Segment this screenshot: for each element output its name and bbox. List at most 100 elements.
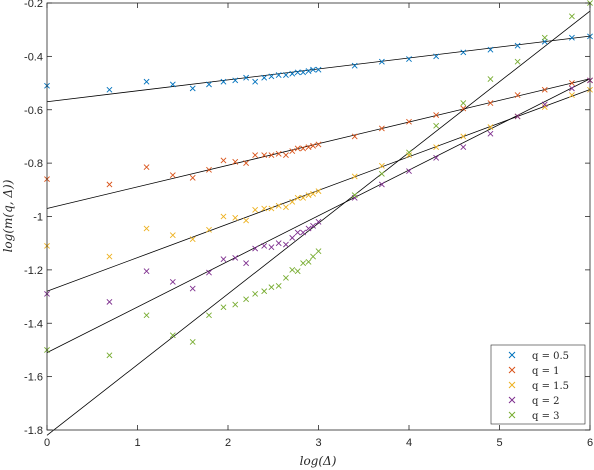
data-point: [487, 130, 494, 137]
data-point: [206, 81, 212, 88]
data-point: [268, 244, 275, 251]
data-point: [487, 46, 494, 53]
data-point: [310, 222, 316, 229]
data-point: [351, 173, 358, 180]
y-axis-label: log(m(q, Δ)): [1, 179, 15, 252]
data-point: [283, 241, 289, 248]
data-point: [232, 214, 239, 221]
data-point: [315, 141, 322, 148]
data-point: [261, 152, 268, 159]
data-point: [433, 122, 440, 129]
legend-label: q = 1: [532, 366, 560, 377]
data-point: [568, 85, 575, 92]
x-tick-label: 4: [406, 437, 412, 449]
data-point: [289, 266, 296, 273]
data-point: [294, 69, 301, 76]
data-point: [310, 190, 316, 197]
data-point: [294, 268, 301, 275]
data-point: [568, 80, 575, 86]
data-point: [169, 172, 176, 179]
data-point: [206, 312, 212, 319]
data-point: [289, 234, 296, 241]
data-point: [243, 217, 250, 224]
data-point: [568, 34, 575, 41]
data-point: [289, 148, 296, 155]
x-axis: 0 1 2 3 4 5 6: [44, 3, 593, 449]
data-point: [406, 168, 412, 175]
data-point: [460, 144, 467, 151]
data-point: [433, 154, 440, 161]
data-point: [243, 260, 250, 267]
data-point: [541, 86, 548, 93]
data-point: [433, 53, 440, 60]
data-point: [487, 76, 494, 82]
data-point: [310, 253, 316, 260]
y-tick-label: -1.4: [24, 318, 43, 330]
data-point: [351, 192, 358, 199]
fit-line: [46, 35, 591, 103]
data-point: [305, 68, 312, 74]
legend-marker: [508, 396, 516, 404]
data-point: [189, 339, 196, 345]
legend-label: q = 2: [532, 396, 560, 407]
legend-marker: [508, 366, 516, 374]
data-point: [261, 288, 268, 295]
data-point: [300, 69, 307, 76]
data-point: [252, 206, 259, 213]
data-point: [206, 166, 212, 173]
legend-label: q = 0.5: [532, 351, 569, 362]
x-tick-label: 0: [44, 437, 50, 449]
x-tick-label: 1: [134, 437, 140, 449]
data-point: [460, 100, 467, 106]
data-point: [206, 269, 212, 276]
data-point: [252, 152, 259, 159]
data-point: [315, 218, 322, 225]
data-point: [232, 301, 239, 308]
data-point: [406, 56, 412, 62]
y-tick-label: -0.8: [24, 158, 43, 170]
data-point: [305, 144, 312, 151]
data-point: [232, 158, 239, 165]
data-point: [460, 49, 467, 56]
legend-box: [490, 344, 586, 425]
data-point: [275, 202, 282, 209]
data-point: [315, 66, 322, 73]
data-point: [169, 332, 176, 339]
data-point: [568, 13, 575, 20]
data-point: [243, 160, 250, 167]
data-point: [568, 92, 575, 98]
data-point: [294, 229, 301, 236]
data-point: [243, 74, 250, 81]
data-point: [220, 78, 227, 85]
data-point: [232, 77, 239, 84]
data-point: [252, 78, 259, 85]
data-point: [106, 253, 113, 260]
data-point: [252, 245, 259, 252]
data-point: [283, 274, 289, 281]
fit-lines: [46, 10, 591, 436]
data-point: [268, 205, 275, 212]
data-point: [189, 236, 196, 243]
y-tick-label: -1: [33, 212, 43, 224]
data-point: [351, 194, 358, 201]
data-point: [243, 296, 250, 303]
data-point: [143, 164, 150, 171]
data-point: [315, 188, 322, 195]
data-point: [541, 101, 548, 108]
data-point: [514, 113, 521, 120]
data-point: [378, 125, 385, 132]
data-point: [143, 78, 150, 85]
data-point: [143, 312, 150, 319]
data-point: [305, 192, 312, 199]
data-point: [351, 133, 358, 140]
x-tick-label: 3: [315, 437, 321, 449]
data-point: [283, 152, 289, 159]
data-point: [289, 70, 296, 77]
data-point: [283, 204, 289, 211]
legend-marker: [508, 411, 516, 419]
data-point: [283, 72, 289, 78]
data-point: [275, 240, 282, 247]
data-point: [514, 92, 521, 98]
data-point: [310, 142, 316, 149]
data-point: [275, 282, 282, 289]
